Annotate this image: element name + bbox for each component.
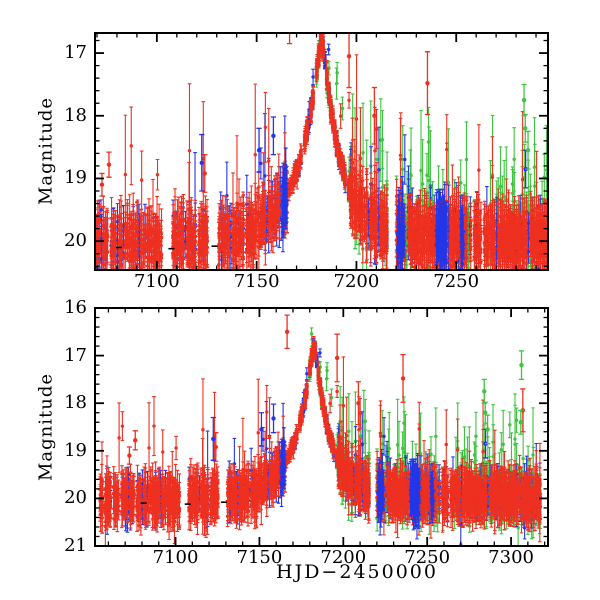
x-tick-label: 7150 <box>233 271 280 292</box>
x-tick-label: 7100 <box>133 271 180 292</box>
x-tick-label: 7150 <box>236 547 283 568</box>
y-tick-label: 21 <box>64 535 87 556</box>
y-tick-label: 20 <box>64 487 87 509</box>
y-tick-label: 16 <box>64 297 87 318</box>
x-tick-label: 7250 <box>433 271 480 292</box>
y-tick-label: 19 <box>64 439 87 461</box>
x-tick-label: 7100 <box>152 547 199 568</box>
x-tick-label: 7200 <box>320 547 367 568</box>
y-axis-label-bottom: Magnitude <box>35 372 57 482</box>
y-tick-label: 19 <box>64 167 87 189</box>
x-axis-label: HJD−2450000 <box>276 561 438 583</box>
x-tick-label: 7200 <box>333 271 380 292</box>
y-tick-label: 18 <box>64 104 87 126</box>
x-tick-label: 7300 <box>488 547 534 568</box>
y-tick-label: 18 <box>64 392 87 414</box>
y-tick-label: 17 <box>64 42 87 64</box>
y-tick-label: 20 <box>64 230 87 252</box>
y-axis-label-top: Magnitude <box>35 96 57 206</box>
x-tick-label: 7250 <box>404 547 451 568</box>
y-tick-label: 17 <box>64 344 87 366</box>
